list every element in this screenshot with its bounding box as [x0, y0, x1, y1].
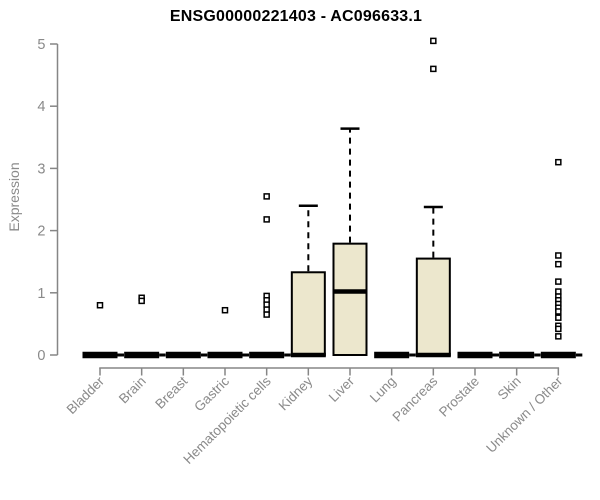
chart-title: ENSG00000221403 - AC096633.1: [169, 8, 423, 25]
x-tick-label: Prostate: [436, 374, 482, 420]
outlier-point: [555, 278, 562, 285]
y-tick-label: 0: [37, 348, 45, 364]
outlier-point: [430, 37, 437, 45]
x-tick-label: Bladder: [64, 373, 108, 417]
collapsed-box-nub: [159, 353, 166, 357]
collapsed-box: [540, 351, 576, 359]
x-tick-label: Brain: [116, 374, 149, 407]
x-tick-label: Lung: [367, 374, 399, 406]
y-tick-label: 3: [37, 161, 45, 177]
collapsed-box-nub: [117, 353, 124, 357]
collapsed-box: [457, 351, 493, 359]
x-tick-label: Unknown / Other: [483, 373, 566, 456]
collapsed-box-nub: [284, 353, 291, 357]
outlier-point: [555, 333, 562, 340]
outlier-point: [430, 65, 437, 73]
outlier-point: [555, 252, 562, 259]
outlier-point: [555, 308, 562, 315]
outlier-point: [263, 193, 270, 200]
box-iqr: [415, 257, 451, 356]
outlier-point: [555, 314, 562, 321]
outlier-point: [221, 306, 229, 314]
outlier-point: [555, 158, 562, 166]
collapsed-box-nub: [242, 353, 249, 357]
y-tick-label: 4: [37, 99, 45, 115]
collapsed-box: [249, 351, 285, 359]
collapsed-box-nub: [409, 353, 416, 357]
outlier-point: [96, 301, 104, 309]
y-tick-label: 5: [37, 37, 45, 53]
x-tick-label: Kidney: [276, 373, 316, 413]
outlier-point: [263, 311, 270, 318]
outlier-point: [263, 216, 270, 223]
x-tick-label: Skin: [495, 374, 524, 403]
collapsed-box: [374, 351, 410, 359]
collapsed-box: [207, 351, 243, 359]
box-iqr: [290, 271, 326, 356]
collapsed-box-nub: [200, 353, 208, 357]
collapsed-box: [499, 351, 535, 359]
y-axis-label: Expression: [6, 162, 22, 232]
x-tick-label: Pancreas: [390, 373, 441, 424]
x-tick-label: Gastric: [191, 373, 232, 414]
x-tick-label: Breast: [152, 373, 190, 411]
collapsed-box-nub: [534, 353, 541, 357]
box-iqr: [332, 242, 368, 356]
collapsed-box-nub: [492, 353, 499, 357]
y-tick-label: 1: [37, 286, 45, 302]
outlier-point: [555, 325, 562, 333]
collapsed-box: [82, 351, 118, 359]
y-tick-label: 2: [37, 224, 45, 240]
collapsed-box: [124, 351, 160, 359]
x-tick-label: Liver: [326, 373, 358, 405]
collapsed-box-nub: [575, 353, 583, 357]
outlier-point: [138, 297, 145, 305]
collapsed-box: [165, 351, 201, 359]
outlier-point: [555, 260, 562, 268]
